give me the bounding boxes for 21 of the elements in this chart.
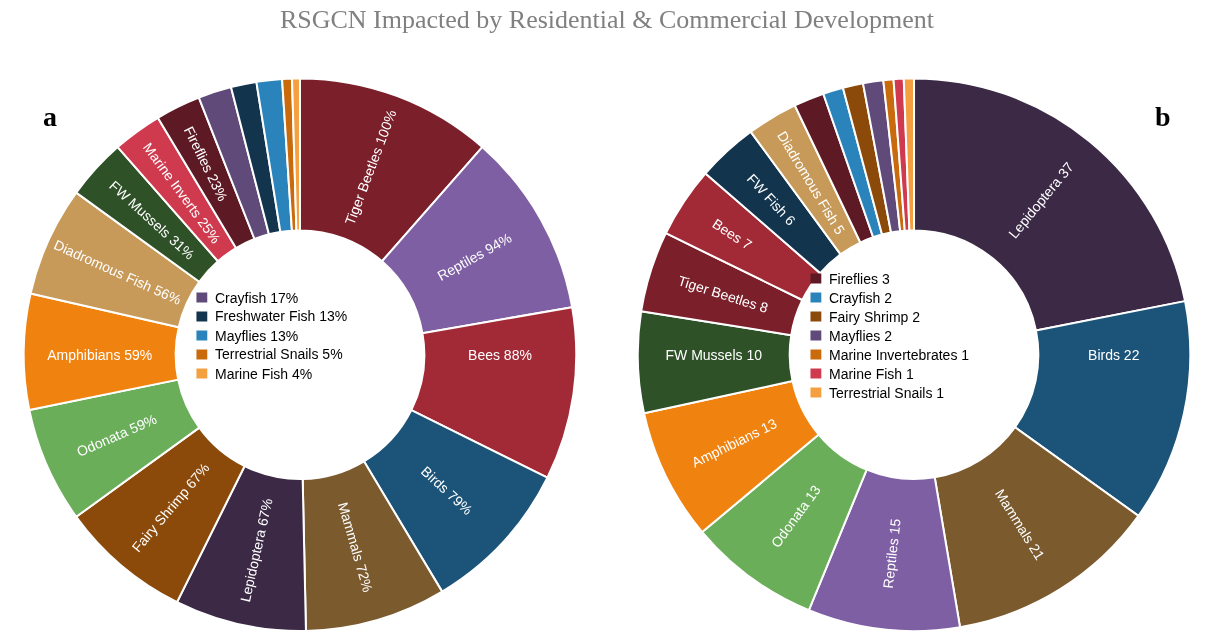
slice-label: Birds 22 (1088, 346, 1140, 363)
legend-label: Freshwater Fish 13% (215, 308, 348, 324)
slice-label: Bees 88% (468, 346, 532, 363)
legend-label: Marine Invertebrates 1 (829, 347, 970, 363)
legend-label: Terrestrial Snails 5% (215, 346, 343, 362)
legend-label: Marine Fish 4% (215, 366, 313, 382)
legend-label: Mayflies 13% (215, 328, 299, 344)
legend-label: Marine Fish 1 (829, 366, 915, 382)
legend-label: Mayflies 2 (829, 328, 893, 344)
slice-label: Reptiles 15 (879, 517, 904, 590)
slice-label: Amphibians 59% (47, 346, 153, 363)
slice-label: Tiger Beetles 8 (676, 272, 771, 317)
legend-label: Fairy Shrimp 2 (829, 309, 921, 325)
legend-label: Crayfish 17% (215, 290, 299, 306)
chart-title: RSGCN Impacted by Residential & Commercial Development (279, 4, 935, 34)
text: a (43, 101, 57, 132)
text: b (1155, 101, 1171, 132)
slice-label: FW Mussels 10 (665, 346, 763, 363)
legend-label: Terrestrial Snails 1 (829, 385, 945, 401)
legend-label: Fireflies 3 (829, 271, 890, 287)
legend-label: Crayfish 2 (829, 290, 893, 306)
